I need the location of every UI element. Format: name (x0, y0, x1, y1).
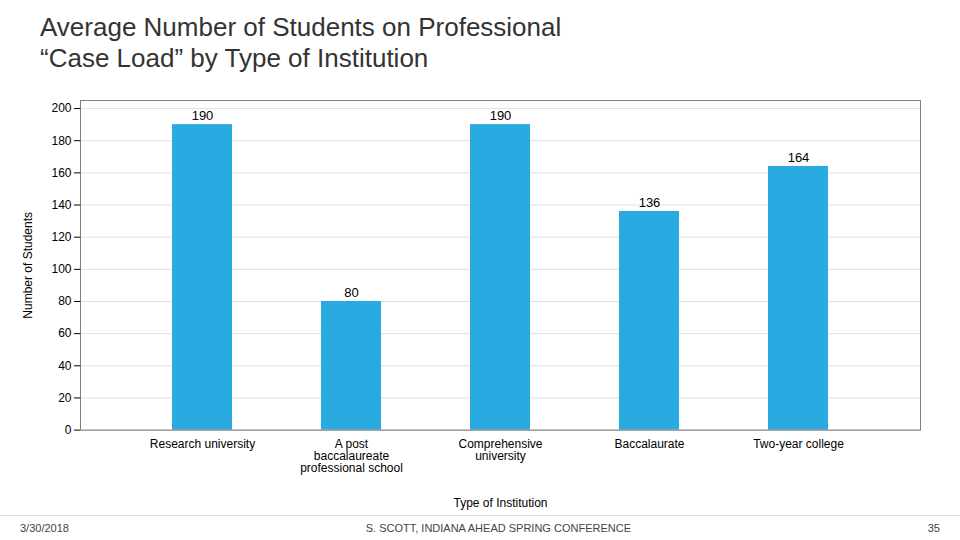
svg-text:190: 190 (192, 108, 214, 123)
html-text:“Case Load” by Type of Institu: “Case Load” by Type of Institution (40, 43, 429, 74)
svg-text:Number of Students: Number of Students (21, 212, 35, 319)
svg-text:40: 40 (58, 359, 72, 373)
svg-text:120: 120 (51, 230, 71, 244)
svg-text:60: 60 (58, 327, 72, 341)
svg-text:80: 80 (344, 285, 358, 300)
svg-text:20: 20 (58, 391, 72, 405)
svg-text:200: 200 (51, 102, 71, 116)
svg-text:Two-year college: Two-year college (753, 437, 844, 451)
html-text:3/30/2018: 3/30/2018 (20, 522, 69, 534)
svg-text:A postbaccalaureateprofessiona: A postbaccalaureateprofessional school (300, 437, 403, 475)
html-text:35: 35 (927, 522, 940, 534)
svg-text:164: 164 (788, 150, 810, 165)
svg-text:80: 80 (58, 295, 72, 309)
svg-text:Baccalaurate: Baccalaurate (614, 437, 684, 451)
svg-text:Research university: Research university (150, 437, 255, 451)
svg-text:140: 140 (51, 198, 71, 212)
svg-text:180: 180 (51, 134, 71, 148)
svg-text:Type of Institution: Type of Institution (453, 497, 547, 511)
html-text:Average Number of Students on: Average Number of Students on Profession… (40, 12, 562, 42)
html-text:S. SCOTT, INDIANA AHEAD SPRING: S. SCOTT, INDIANA AHEAD SPRING CONFERENC… (365, 522, 631, 534)
svg-text:0: 0 (65, 423, 72, 437)
svg-text:190: 190 (490, 108, 512, 123)
svg-text:100: 100 (51, 263, 71, 277)
svg-text:136: 136 (639, 195, 661, 210)
svg-text:Comprehensiveuniversity: Comprehensiveuniversity (458, 437, 542, 463)
svg-text:160: 160 (51, 166, 71, 180)
